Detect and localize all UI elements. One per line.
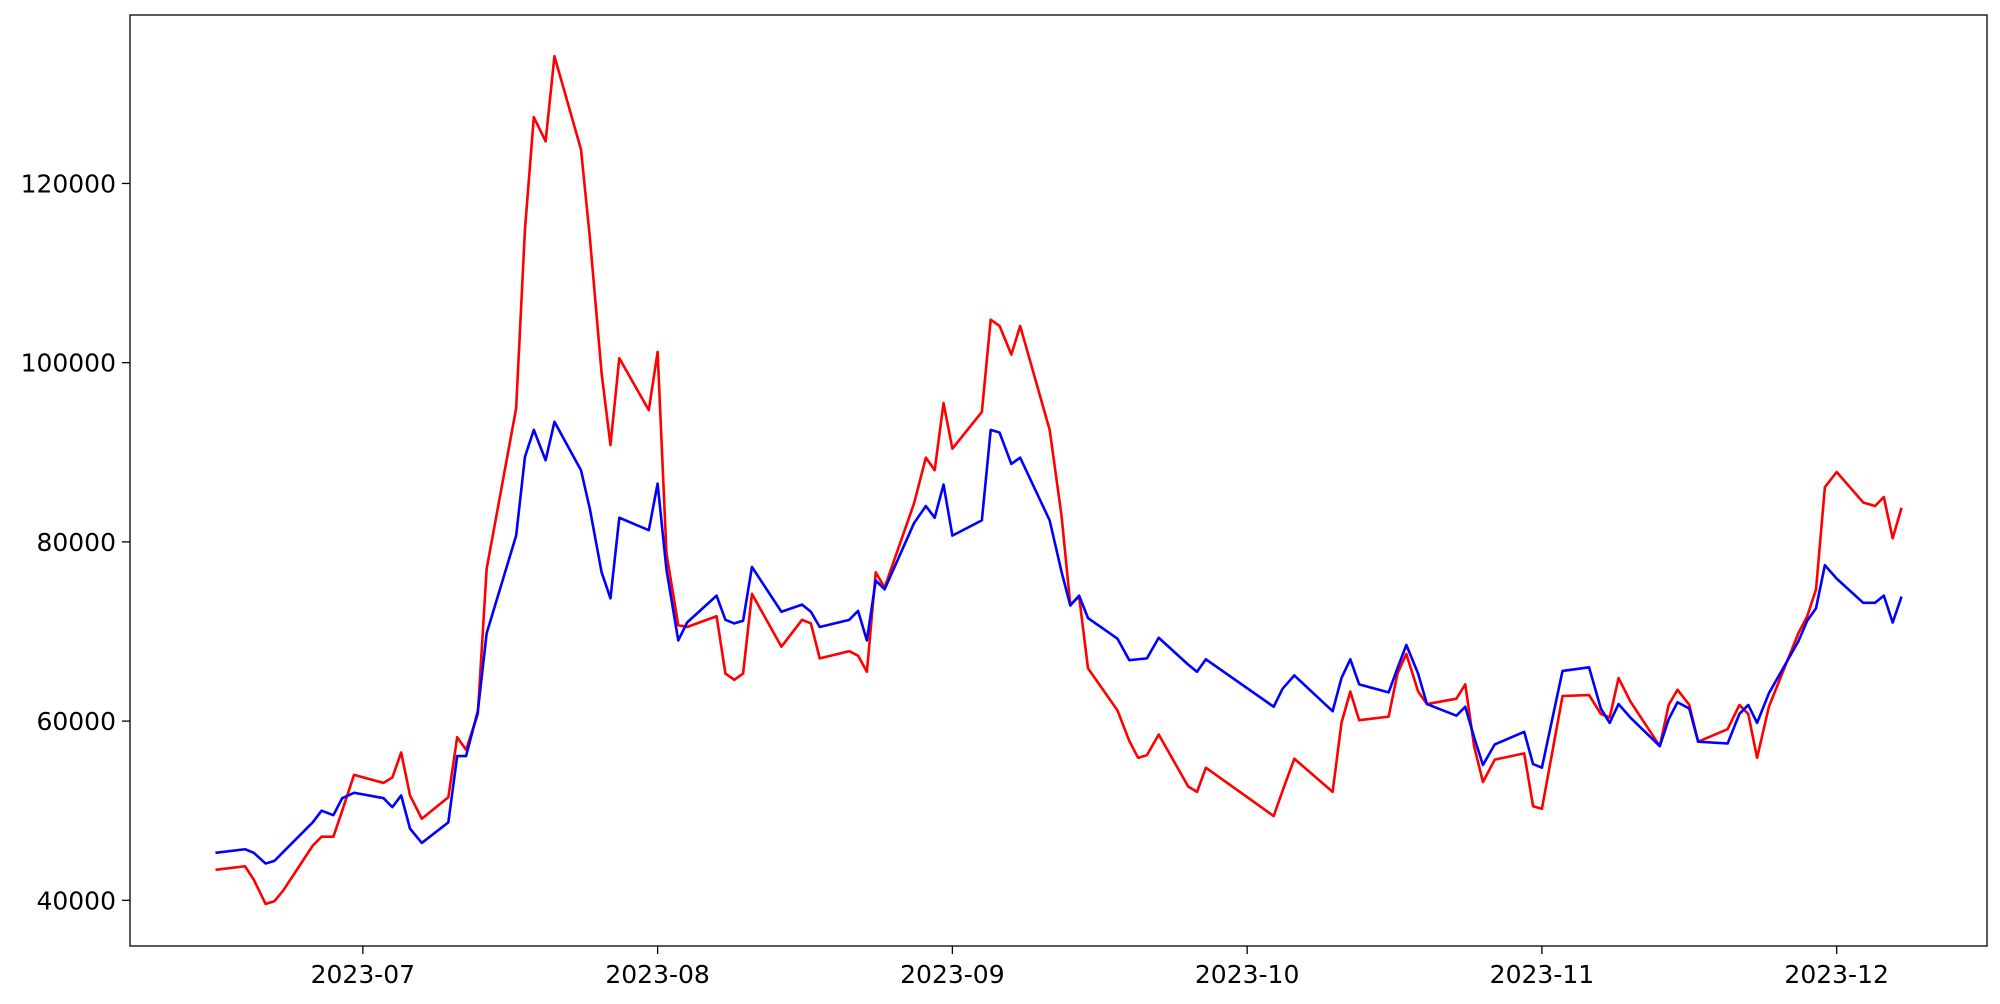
x-tick-label: 2023-08 [605,960,709,989]
y-tick-label: 100000 [21,349,116,378]
x-tick-label: 2023-12 [1784,960,1888,989]
y-tick-label: 80000 [36,528,116,557]
x-tick-label: 2023-11 [1490,960,1594,989]
line-series [215,54,1903,906]
x-tick-label: 2023-07 [311,960,415,989]
line-series [215,420,1903,865]
plot-frame [129,14,1988,947]
y-tick-label: 40000 [36,886,116,915]
x-tick-label: 2023-10 [1195,960,1299,989]
x-tick-label: 2023-09 [900,960,1004,989]
y-tick-label: 60000 [36,707,116,736]
y-tick-label: 120000 [21,169,116,198]
